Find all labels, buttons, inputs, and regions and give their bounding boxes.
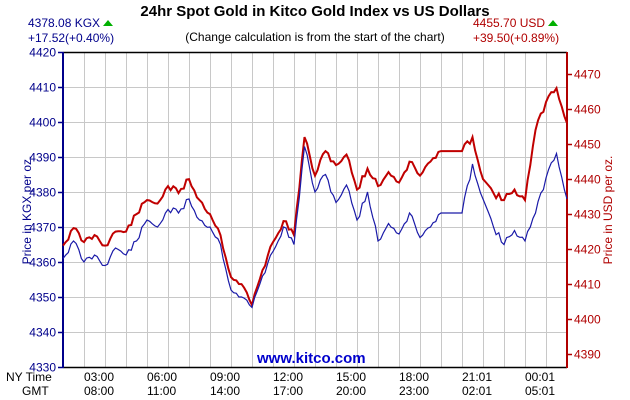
left-axis: 4420 4410 4400 4390 4380 4370 4360 4350 4340 4330 [29,46,64,375]
kgx-price-line [62,146,568,309]
x-tick-ny: 12:00 [273,370,304,384]
gridlines [63,51,567,369]
x-tick-ny: 06:00 [147,370,178,384]
left-axis-label: Price in KGX per oz. [20,156,34,265]
svg-text:4350: 4350 [29,291,56,305]
usd-price-line [62,85,568,309]
svg-text:4390: 4390 [29,151,56,165]
x-tick-gmt: 11:00 [147,384,177,398]
x-tick-ny: 18:00 [399,370,430,384]
svg-text:4420: 4420 [29,46,56,60]
right-axis-label: Price in USD per oz. [601,156,615,265]
x-tick-ny: 09:00 [210,370,241,384]
svg-text:4410: 4410 [574,278,601,292]
usd-price: 4455.70 USD [473,16,559,30]
svg-text:4470: 4470 [574,68,601,82]
svg-text:4380: 4380 [29,186,56,200]
kgx-price-value: 4378.08 KGX [28,16,101,30]
svg-text:4460: 4460 [574,103,601,117]
kitco-watermark: www.kitco.com [257,350,366,367]
x-tick-gmt: 23:00 [399,384,430,398]
svg-text:4370: 4370 [29,221,56,235]
svg-text:4330: 4330 [29,361,56,375]
svg-text:4420: 4420 [574,243,601,257]
usd-change: +39.50(+0.89%) [473,31,560,45]
x-row2-label: GMT [22,384,49,398]
x-tick-ny: 21:01 [462,370,493,384]
chart-subtitle: (Change calculation is from the start of… [185,30,445,44]
kgx-change: +17.52(+0.40%) [28,31,115,45]
svg-text:4430: 4430 [574,208,601,222]
svg-text:4400: 4400 [29,116,56,130]
svg-text:4410: 4410 [29,81,56,95]
x-tick-ny: 15:00 [336,370,367,384]
x-tick-ny: 00:01 [525,370,556,384]
x-tick-gmt: 17:00 [273,384,304,398]
x-tick-gmt: 02:01 [462,384,493,398]
x-tick-gmt: 14:00 [210,384,241,398]
chart-title: 24hr Spot Gold in Kitco Gold Index vs US… [140,3,490,20]
x-tick-ny: 03:00 [84,370,115,384]
svg-text:4400: 4400 [574,313,601,327]
x-tick-gmt: 05:01 [525,384,556,398]
kgx-price: 4378.08 KGX [28,16,114,30]
svg-text:4390: 4390 [574,348,601,362]
right-axis: 4470 4460 4450 4440 4430 4420 4410 4400 4390 [566,52,601,368]
svg-text:4340: 4340 [29,326,56,340]
x-tick-gmt: 20:00 [336,384,367,398]
svg-text:4440: 4440 [574,173,601,187]
svg-text:4450: 4450 [574,138,601,152]
x-tick-gmt: 08:00 [84,384,115,398]
up-arrow-icon [103,20,114,26]
x-row1-label: NY Time [6,370,52,384]
svg-text:4360: 4360 [29,256,56,270]
up-arrow-icon [548,20,559,26]
usd-price-value: 4455.70 USD [473,16,546,30]
